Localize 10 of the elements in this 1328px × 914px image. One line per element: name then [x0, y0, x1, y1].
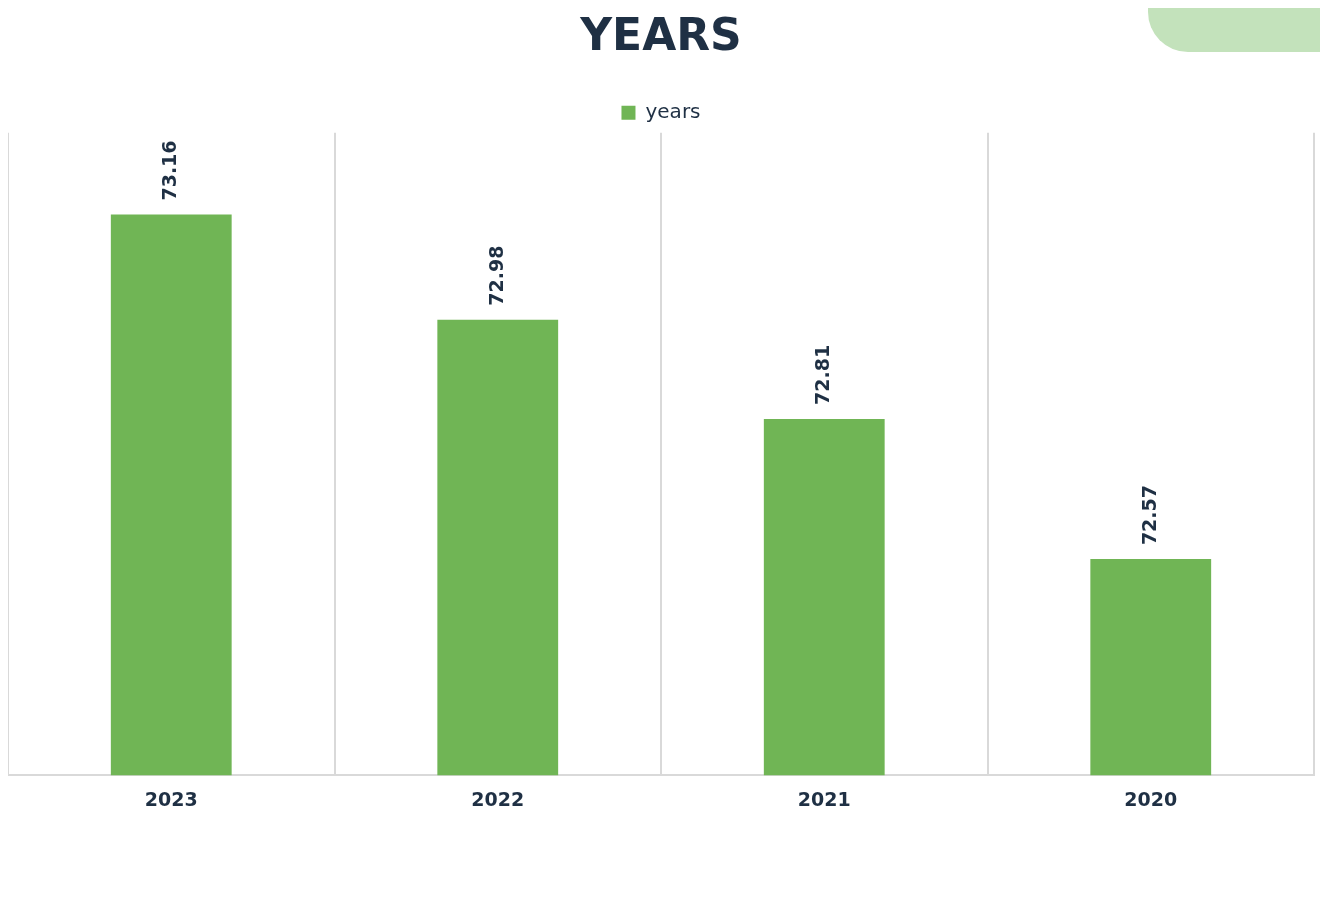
x-tick-label: 2023 — [144, 787, 198, 810]
chart-title: YEARS — [579, 8, 742, 60]
data-label: 72.81 — [811, 344, 834, 405]
x-tick-label: 2020 — [1124, 787, 1178, 810]
data-label: 72.98 — [484, 245, 507, 306]
x-tick-label: 2022 — [471, 787, 525, 810]
x-tick-label: 2021 — [797, 787, 851, 810]
legend-label: years — [645, 99, 701, 123]
data-label: 73.16 — [158, 140, 181, 201]
data-label: 72.57 — [1137, 485, 1160, 546]
